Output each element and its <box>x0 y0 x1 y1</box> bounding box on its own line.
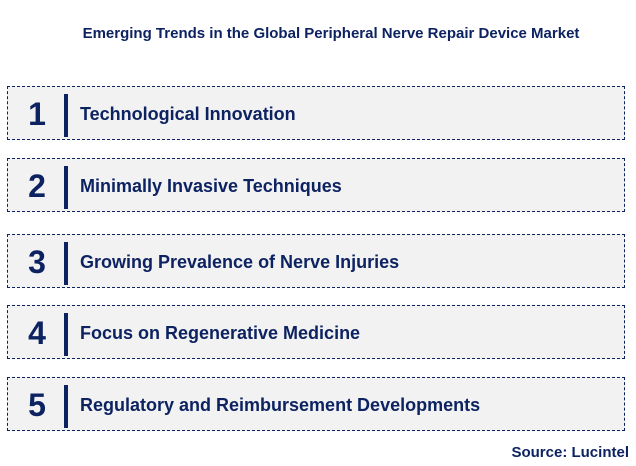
divider-bar <box>64 242 68 285</box>
trend-number: 3 <box>28 244 46 280</box>
trend-item-3: 3 Growing Prevalence of Nerve Injuries <box>7 234 625 288</box>
divider-bar <box>64 94 68 137</box>
trend-label: Minimally Invasive Techniques <box>80 176 342 196</box>
divider-bar <box>64 385 68 428</box>
trend-label: Focus on Regenerative Medicine <box>80 323 361 343</box>
trend-number: 5 <box>28 387 46 423</box>
divider-bar <box>64 166 68 209</box>
trend-number: 4 <box>28 315 46 351</box>
divider-bar <box>64 313 68 356</box>
page-title: Emerging Trends in the Global Peripheral… <box>82 25 580 42</box>
trend-label: Regulatory and Reimbursement Development… <box>80 395 481 415</box>
trend-number: 1 <box>28 96 46 132</box>
trend-number: 2 <box>28 168 46 204</box>
trend-item-2: 2 Minimally Invasive Techniques <box>7 158 625 212</box>
source-label: Source: Lucintel <box>511 444 629 461</box>
trend-item-1: 1 Technological Innovation <box>7 86 625 140</box>
trend-item-4: 4 Focus on Regenerative Medicine <box>7 305 625 359</box>
trend-label: Technological Innovation <box>80 104 296 124</box>
trend-label: Growing Prevalence of Nerve Injuries <box>80 252 400 272</box>
trend-item-5: 5 Regulatory and Reimbursement Developme… <box>7 377 625 431</box>
